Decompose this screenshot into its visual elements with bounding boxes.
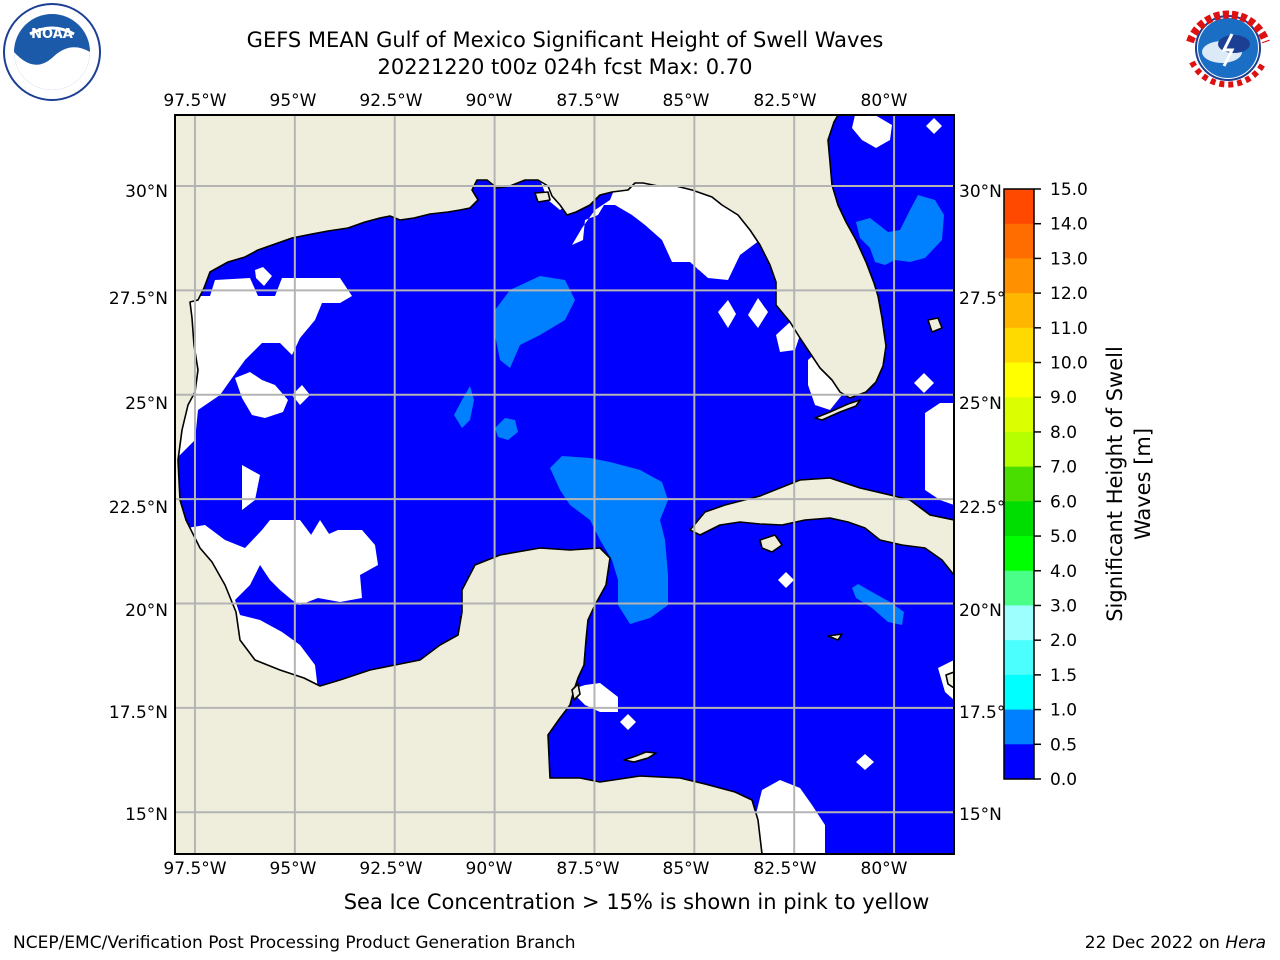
colorbar-band xyxy=(1004,674,1034,711)
colorbar-band xyxy=(1004,709,1034,745)
lat-label-right: 15°N xyxy=(959,805,1002,825)
colorbar: 15.0 14.0 13.0 12.0 11.0 10.0 9.0 8.0 7.0 6.0 5.0 4… xyxy=(1003,180,1155,790)
lon-labels-bottom: 97.5°W 95°W 92.5°W 90°W 87.5°W 85°W 82.5… xyxy=(163,859,907,879)
lat-label-left: 27.5°N xyxy=(109,289,168,309)
colorbar-band xyxy=(1004,744,1034,780)
lat-label-left: 17.5°N xyxy=(109,703,168,723)
colorbar-band xyxy=(1004,536,1034,572)
colorbar-tick-label: 12.0 xyxy=(1050,284,1088,304)
colorbar-ticks: 15.0 14.0 13.0 12.0 11.0 10.0 9.0 8.0 7.0 6.0 5.0 4… xyxy=(1034,180,1088,790)
colorbar-band xyxy=(1004,327,1034,364)
landmass-north-america xyxy=(175,115,887,854)
lon-label-top: 80°W xyxy=(861,91,908,111)
footer-date: 22 Dec 2022 on Hera xyxy=(1085,933,1266,953)
footer-host: Hera xyxy=(1225,933,1266,953)
colorbar-band xyxy=(1004,293,1034,329)
landmass-cayman xyxy=(827,633,843,641)
colorbar-tick-label: 5.0 xyxy=(1050,527,1077,547)
colorbar-band xyxy=(1004,605,1034,641)
lon-label-top: 82.5°W xyxy=(753,91,816,111)
lon-label-top: 95°W xyxy=(270,91,317,111)
plot-subtitle: 20221220 t00z 024h fcst Max: 0.70 xyxy=(377,55,753,79)
landmass-isla-juventud xyxy=(759,534,783,553)
lat-label-left: 30°N xyxy=(125,182,168,202)
lon-label-top: 92.5°W xyxy=(359,91,422,111)
colorbar-band xyxy=(1004,397,1034,433)
lat-label-left: 25°N xyxy=(125,394,168,414)
lat-label-right: 30°N xyxy=(959,182,1002,202)
colorbar-tick-label: 0.0 xyxy=(1050,770,1077,790)
noaa-logo-icon: NOAA xyxy=(3,3,101,101)
map-area[interactable] xyxy=(175,115,954,854)
colorbar-label-units: Waves [m] xyxy=(1131,428,1155,540)
landmass-lake-pontchartrain xyxy=(534,191,551,203)
lon-label-bottom: 97.5°W xyxy=(163,859,226,879)
colorbar-band xyxy=(1004,431,1034,468)
map-frame xyxy=(174,114,955,855)
lon-label-top: 90°W xyxy=(466,91,513,111)
colorbar-band xyxy=(1004,640,1034,676)
lat-label-left: 20°N xyxy=(125,601,168,621)
sea-ice-note-text: Sea Ice Concentration > 15% is shown in … xyxy=(343,890,930,914)
sea-ice-note: Sea Ice Concentration > 15% is shown in … xyxy=(0,890,1280,914)
colorbar-band xyxy=(1004,501,1034,537)
colorbar-tick-label: 15.0 xyxy=(1050,180,1088,200)
colorbar-label: Significant Height of Swell xyxy=(1103,346,1127,622)
lon-label-bottom: 85°W xyxy=(663,859,710,879)
colorbar-band xyxy=(1004,570,1034,606)
lon-labels-top: 97.5°W 95°W 92.5°W 90°W 87.5°W 85°W 82.5… xyxy=(163,91,907,111)
lon-label-bottom: 80°W xyxy=(861,859,908,879)
lon-label-bottom: 90°W xyxy=(466,859,513,879)
landmasses xyxy=(175,115,954,854)
landmass-cuba xyxy=(689,477,954,576)
nws-logo-icon xyxy=(1181,1,1275,95)
colorbar-frame xyxy=(1003,188,1035,780)
colorbar-tick-label: 9.0 xyxy=(1050,388,1077,408)
colorbar-tick-label: 11.0 xyxy=(1050,319,1088,339)
colorbar-tick-label: 2.0 xyxy=(1050,631,1077,651)
colorbar-band xyxy=(1004,223,1034,259)
landmass-bahamas-1 xyxy=(927,317,943,333)
colorbar-tick-label: 4.0 xyxy=(1050,562,1077,582)
colorbar-tick-label: 3.0 xyxy=(1050,596,1077,616)
lon-label-bottom: 87.5°W xyxy=(556,859,619,879)
lon-label-top: 85°W xyxy=(663,91,710,111)
lat-label-right: 25°N xyxy=(959,394,1002,414)
colorbar-bands xyxy=(1004,189,1034,780)
lon-label-bottom: 82.5°W xyxy=(753,859,816,879)
lon-label-top: 87.5°W xyxy=(556,91,619,111)
noaa-logo-text: NOAA xyxy=(31,27,73,42)
colorbar-tick-label: 1.0 xyxy=(1050,701,1077,721)
colorbar-band xyxy=(1004,258,1034,294)
landmass-florida-keys xyxy=(814,399,861,421)
lat-label-left: 22.5°N xyxy=(109,498,168,518)
footer-date-text: 22 Dec 2022 on xyxy=(1084,933,1226,953)
lat-label-left: 15°N xyxy=(125,805,168,825)
lon-label-bottom: 95°W xyxy=(270,859,317,879)
colorbar-tick-label: 0.5 xyxy=(1050,735,1077,755)
colorbar-tick-label: 13.0 xyxy=(1050,249,1088,269)
colorbar-tick-label: 8.0 xyxy=(1050,423,1077,443)
colorbar-band xyxy=(1004,189,1034,225)
colorbar-tick-label: 1.5 xyxy=(1050,666,1077,686)
landmass-bahamas-2 xyxy=(945,671,954,689)
gridlines xyxy=(175,115,954,854)
lon-label-bottom: 92.5°W xyxy=(359,859,422,879)
footer-credit: NCEP/EMC/Verification Post Processing Pr… xyxy=(13,933,576,953)
lon-label-top: 97.5°W xyxy=(163,91,226,111)
colorbar-band xyxy=(1004,466,1034,502)
colorbar-tick-label: 14.0 xyxy=(1050,215,1088,235)
plot-title: GEFS MEAN Gulf of Mexico Significant Hei… xyxy=(246,28,884,52)
landmass-bay-islands xyxy=(623,751,657,763)
colorbar-tick-label: 10.0 xyxy=(1050,354,1088,374)
landmass-cozumel xyxy=(571,683,581,701)
colorbar-band xyxy=(1004,362,1034,398)
lat-labels-left: 30°N 27.5°N 25°N 22.5°N 20°N 17.5°N 15°N xyxy=(109,182,168,825)
colorbar-tick-label: 6.0 xyxy=(1050,492,1077,512)
colorbar-tick-label: 7.0 xyxy=(1050,458,1077,478)
lat-label-right: 20°N xyxy=(959,601,1002,621)
